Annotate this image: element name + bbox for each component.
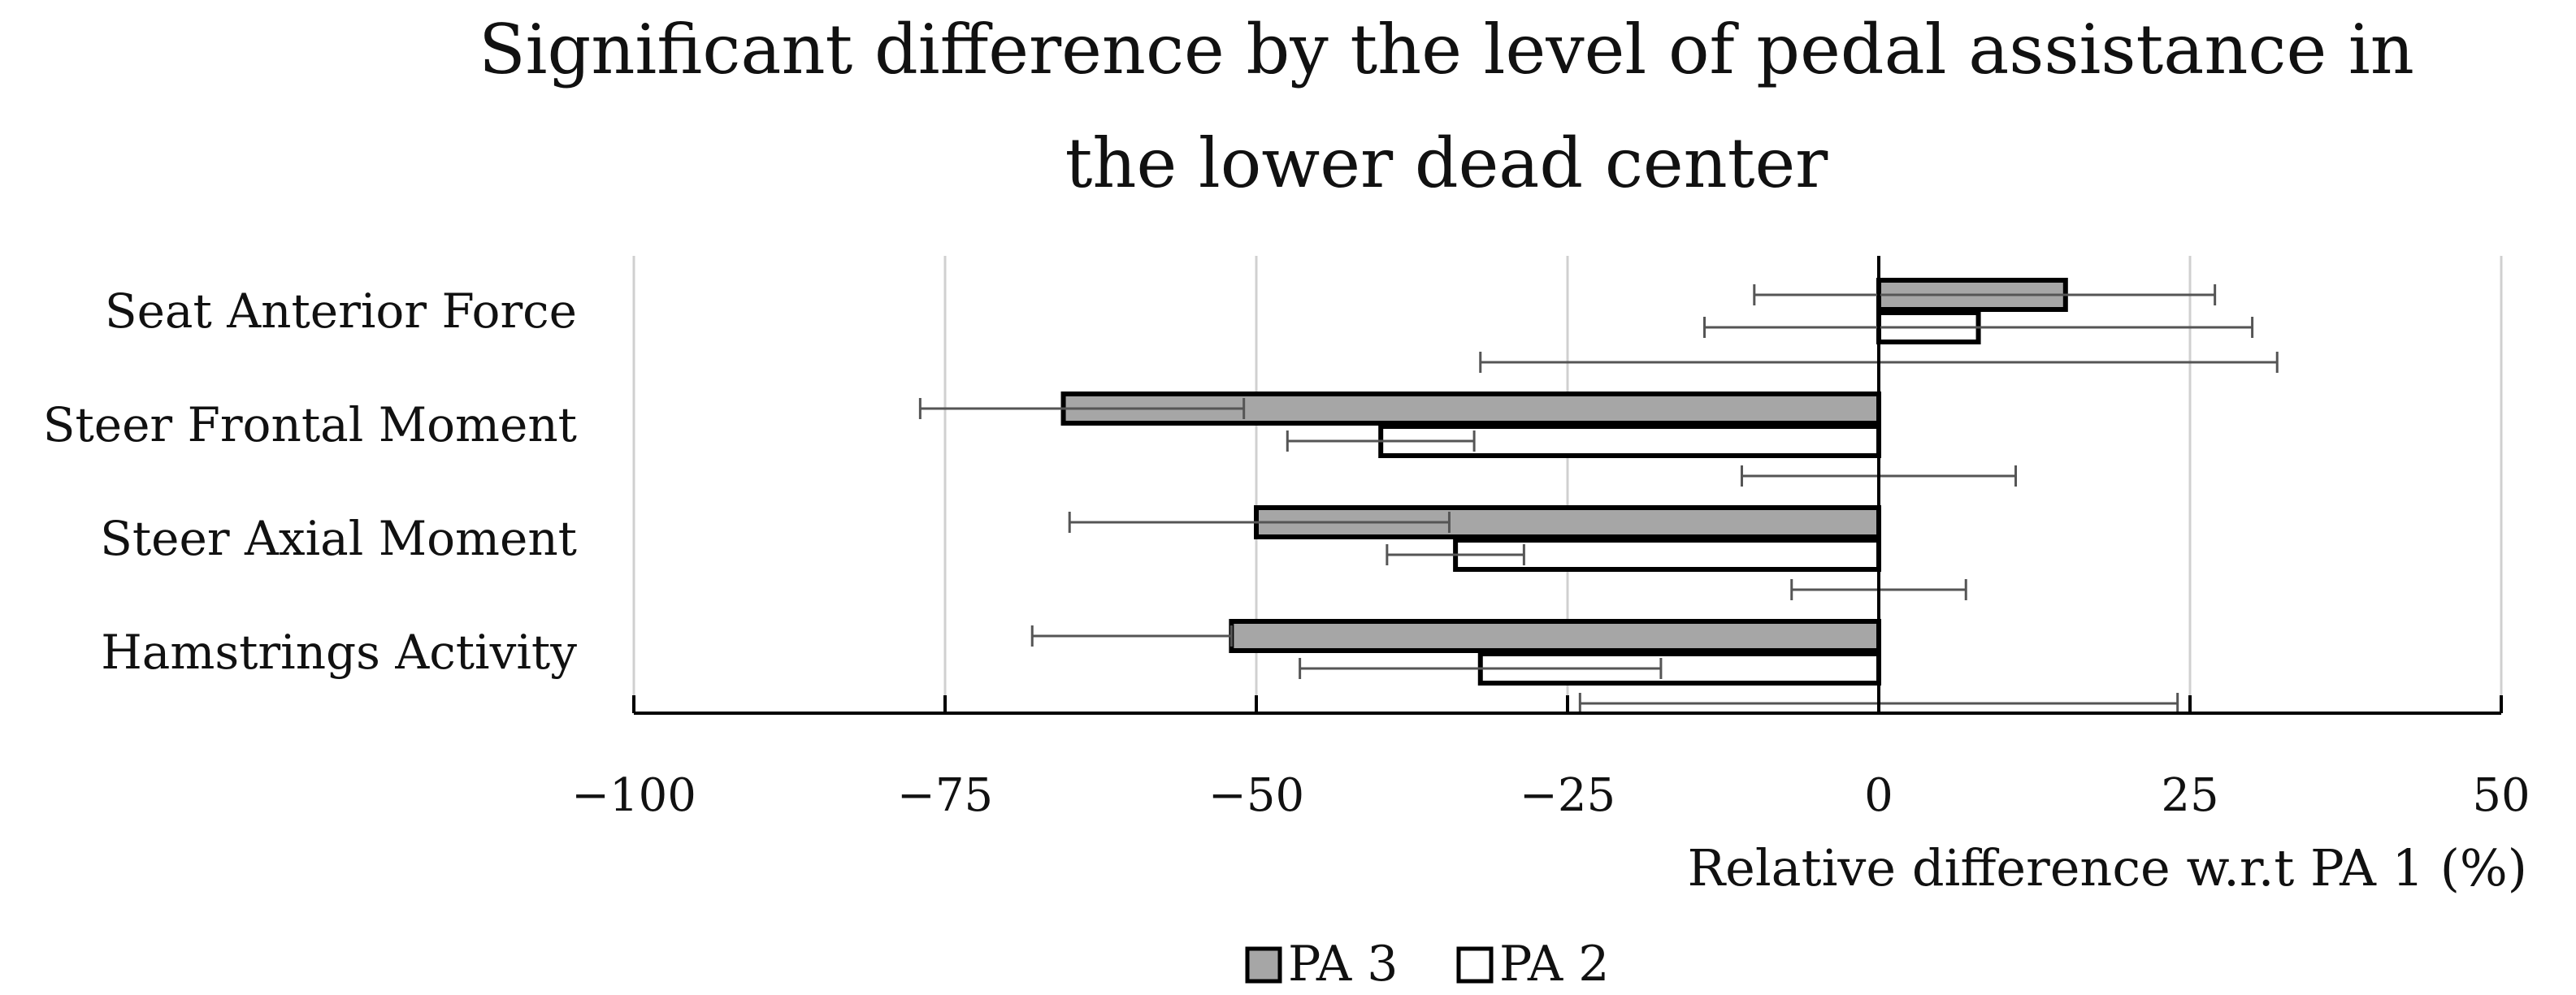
error-bars [918, 284, 2254, 679]
x-tick-label-0: −100 [571, 769, 696, 822]
x-tick-label-1: −75 [897, 769, 993, 822]
legend-label-pa3: PA 3 [1288, 936, 1398, 993]
error-bar-pa3-0 [1753, 284, 2217, 305]
legend-swatch-pa2 [1456, 946, 1494, 984]
x-tick-label-2: −50 [1208, 769, 1304, 822]
chart-title-line-1: Significant difference by the level of p… [479, 10, 2414, 89]
bar-pa3-3 [1229, 619, 1881, 653]
x-axis-label: Relative difference w.r.t PA 1 (%) [1687, 838, 2527, 898]
legend-label-pa2: PA 2 [1499, 936, 1609, 993]
x-tick-label-6: 50 [2472, 769, 2530, 822]
y-label-1: Steer Frontal Moment [43, 397, 577, 452]
bars [1060, 278, 2068, 686]
error-bar-pa2-0 [1703, 317, 2254, 338]
chart-title: Significant difference by the level of p… [479, 10, 2414, 203]
legend-swatch-pa3 [1245, 946, 1282, 984]
error-bar-pa2-2 [1386, 544, 1525, 565]
x-tick-label-5: 25 [2161, 769, 2218, 822]
error-bar-pa2-3 [1299, 658, 1663, 679]
legend: PA 3 PA 2 [1245, 936, 1609, 993]
error-bar-pa2-1 [1286, 430, 1476, 452]
error-bar-pa3-3 [1030, 625, 1233, 647]
x-tick-label-3: −25 [1520, 769, 1615, 822]
y-label-3: Hamstrings Activity [101, 625, 577, 680]
x-axis: −100 −75 −50 −25 0 25 50 [571, 695, 2530, 822]
grid-lines [632, 256, 2503, 713]
chart-title-line-2: the lower dead center [1065, 123, 1829, 203]
y-label-2: Steer Axial Moment [100, 511, 577, 566]
y-label-0: Seat Anterior Force [105, 283, 577, 339]
y-axis-labels: Seat Anterior Force Steer Frontal Moment S… [43, 283, 577, 680]
x-tick-label-4: 0 [1864, 769, 1893, 822]
error-bar-pa3-1 [918, 398, 1246, 419]
error-bar-pa3-2 [1068, 512, 1451, 533]
